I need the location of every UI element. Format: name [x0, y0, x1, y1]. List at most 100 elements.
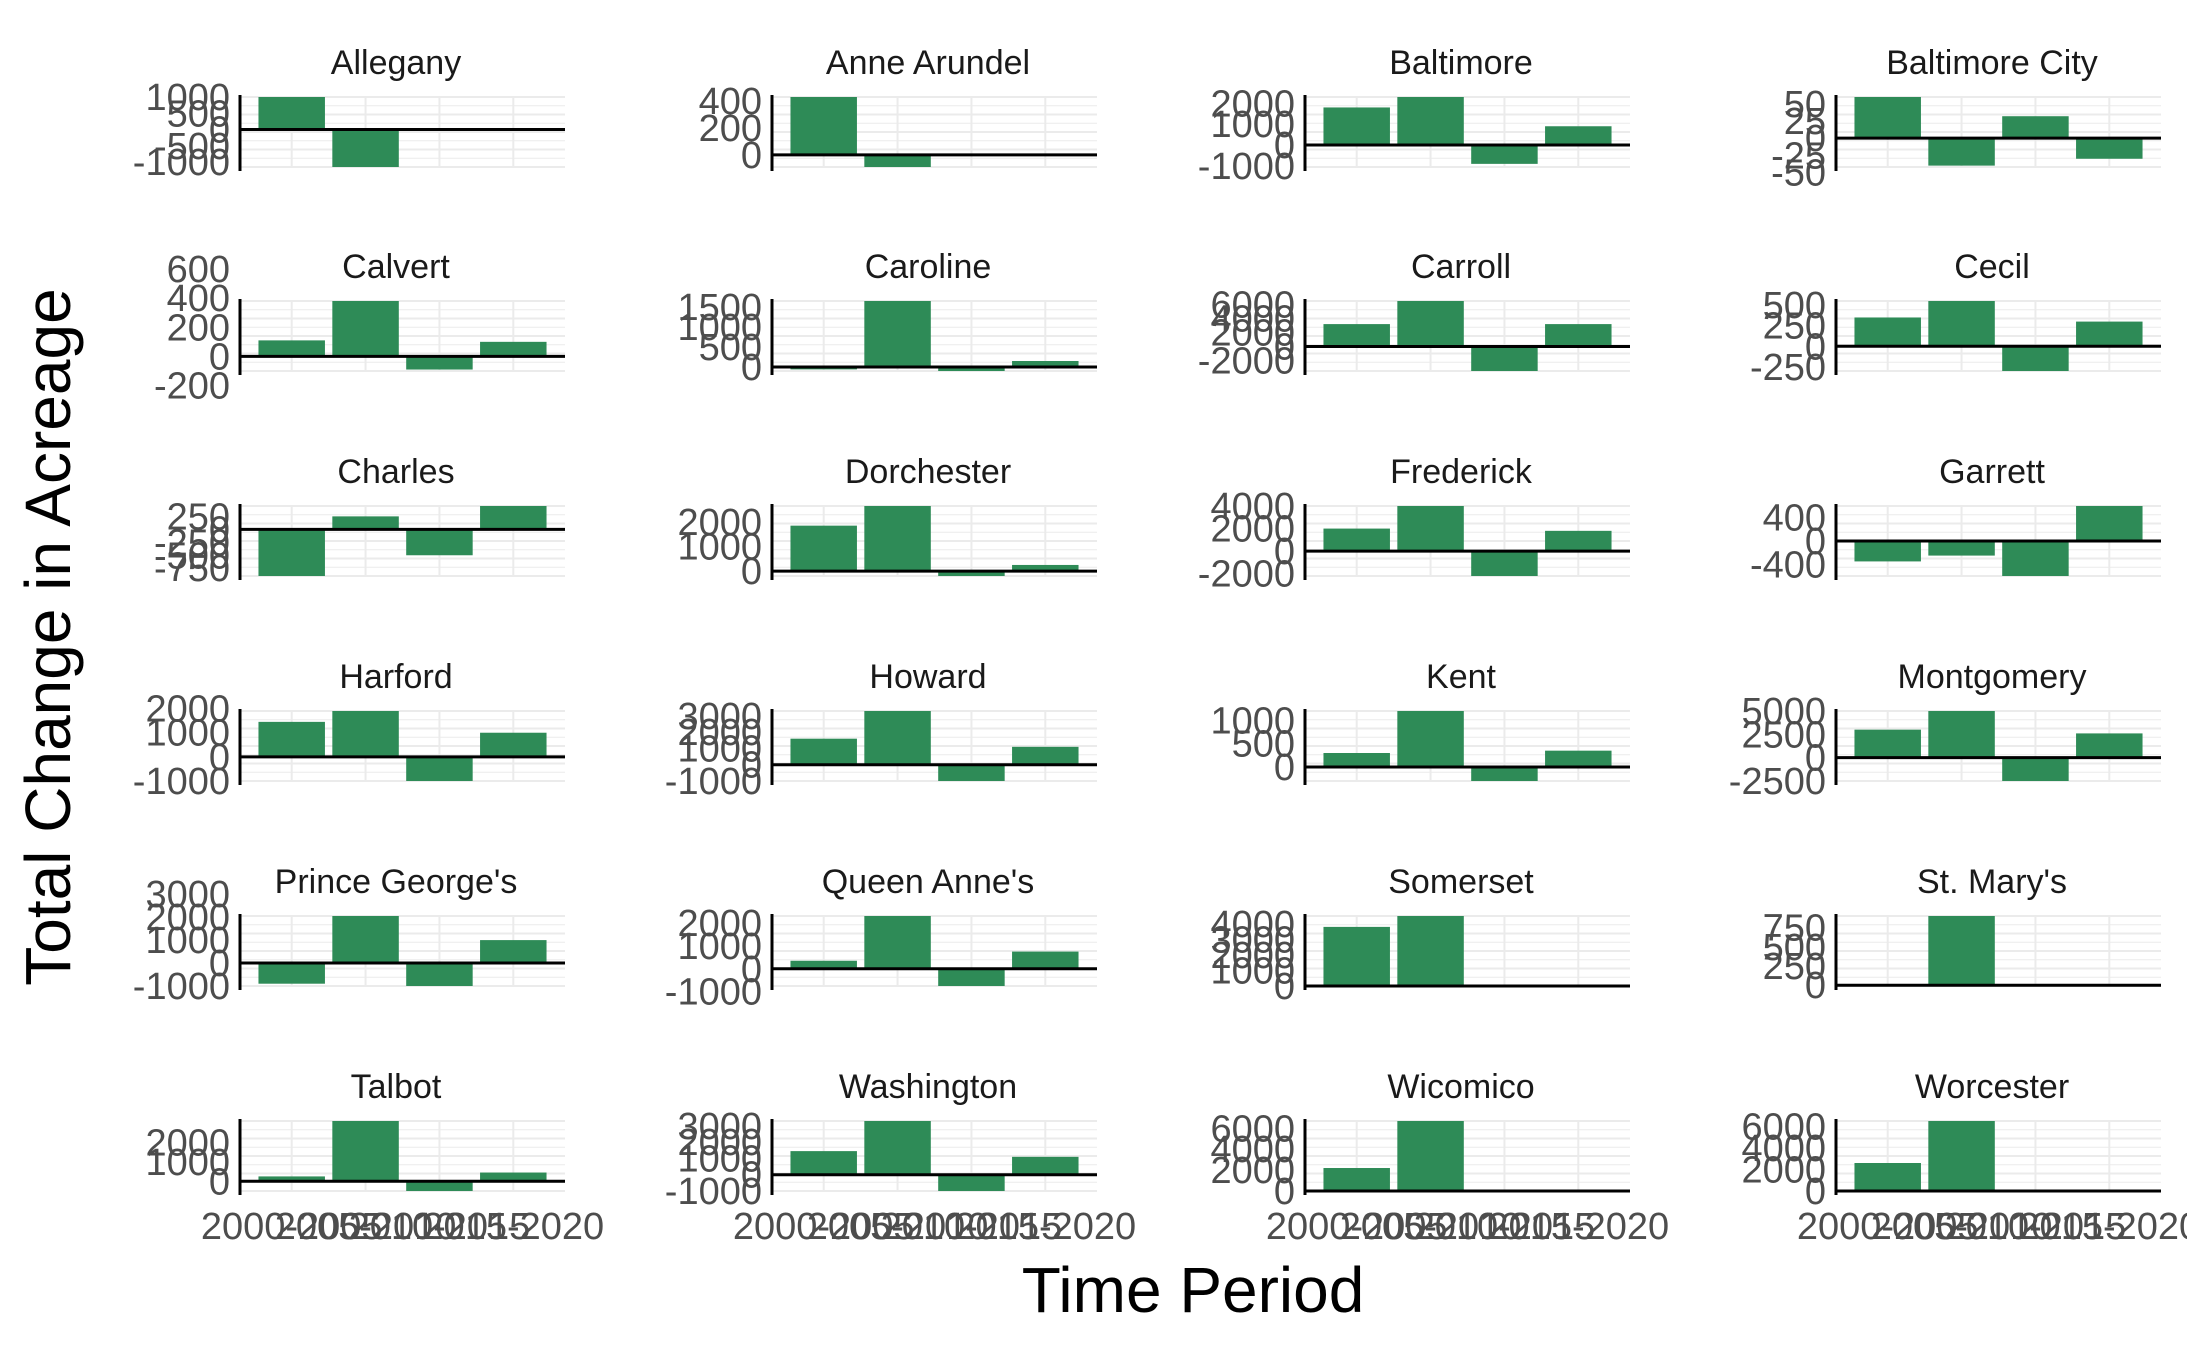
y-tick-label: 0 — [1805, 738, 1826, 780]
bar — [332, 916, 399, 964]
y-tick-label: 1000 — [677, 307, 762, 349]
bar — [1012, 564, 1079, 572]
bar — [406, 963, 473, 986]
bar — [938, 367, 1005, 371]
y-tick-label: 0 — [1274, 531, 1295, 573]
bar — [2002, 346, 2069, 371]
y-tick-label: 4000 — [1210, 1129, 1295, 1171]
facet-title: Carroll — [1411, 248, 1511, 286]
y-tick-label: -500 — [154, 126, 230, 168]
bar — [864, 301, 931, 367]
facet-title: Calvert — [342, 248, 450, 286]
y-tick-label: 6000 — [1741, 1106, 1826, 1148]
y-tick-label: 25 — [1784, 101, 1826, 143]
facet-title: Queen Anne's — [822, 863, 1035, 901]
y-tick-label: 2000 — [1210, 1150, 1295, 1192]
bar — [406, 356, 473, 370]
y-tick-label: 2000 — [145, 689, 230, 731]
y-tick-label: 0 — [1805, 1171, 1826, 1213]
bar — [1012, 951, 1079, 969]
bar — [258, 721, 325, 757]
facet-title: Montgomery — [1898, 658, 2087, 696]
bar — [1323, 1168, 1390, 1191]
y-tick-label: 2000 — [1210, 313, 1295, 355]
facet-title: Washington — [839, 1068, 1017, 1106]
bar — [1323, 107, 1390, 146]
y-tick-label: 1000 — [677, 527, 762, 569]
y-axis-title: Total Change in Acreage — [12, 288, 84, 985]
y-tick-label: 1000 — [1210, 104, 1295, 146]
y-tick-label: 2000 — [1210, 935, 1295, 977]
bar — [1012, 746, 1079, 765]
bar — [1928, 541, 1995, 556]
y-tick-label: 250 — [1763, 306, 1826, 348]
bar — [1471, 145, 1538, 164]
x-tick-label: 2005-2010 — [1871, 1206, 2053, 1248]
y-tick-label: 3000 — [677, 696, 762, 738]
x-tick-label: 2000-2005 — [1797, 1206, 1979, 1248]
bar — [258, 1176, 325, 1182]
y-tick-label: 3000 — [1210, 919, 1295, 961]
bar — [1397, 301, 1464, 347]
y-tick-label: 500 — [1232, 724, 1295, 766]
bar — [332, 516, 399, 530]
bar — [790, 97, 857, 155]
bar — [1397, 916, 1464, 986]
y-tick-label: 2000 — [1210, 509, 1295, 551]
y-tick-label: 0 — [741, 135, 762, 177]
facet-title: Howard — [869, 658, 986, 696]
bar — [1854, 541, 1921, 562]
y-tick-label: 1000 — [1210, 700, 1295, 742]
y-tick-label: -2000 — [1198, 341, 1295, 383]
bar — [938, 571, 1005, 576]
x-tick-label: 2005-2010 — [1340, 1206, 1522, 1248]
y-tick-label: -2000 — [1198, 554, 1295, 596]
bar — [790, 1151, 857, 1175]
bar — [258, 963, 325, 984]
bar — [480, 506, 547, 530]
y-tick-label: -500 — [154, 535, 230, 577]
y-tick-label: 2500 — [1741, 714, 1826, 756]
y-tick-label: 0 — [1805, 521, 1826, 563]
bar — [1397, 506, 1464, 552]
facet-panel: Worcester 60004000200002000-20052005-2010… — [1741, 1068, 2187, 1248]
x-tick-label: 2010-2015 — [1945, 1206, 2127, 1248]
facet-title: Caroline — [865, 248, 992, 286]
x-tick-label: 2005-2010 — [807, 1206, 989, 1248]
bar — [258, 529, 325, 576]
facet-title: Baltimore City — [1886, 44, 2098, 82]
bar — [1471, 551, 1538, 576]
bar — [2076, 138, 2143, 159]
y-tick-label: 0 — [1805, 326, 1826, 368]
bar — [406, 1181, 473, 1191]
y-tick-label: 0 — [209, 737, 230, 779]
y-tick-label: 0 — [209, 336, 230, 378]
y-tick-label: -1000 — [665, 1171, 762, 1213]
bar — [2076, 733, 2143, 758]
bar — [864, 1121, 931, 1175]
bar — [938, 968, 1005, 986]
facet-title: Kent — [1426, 658, 1496, 696]
y-tick-label: 500 — [1763, 285, 1826, 327]
bar — [1928, 138, 1995, 166]
y-tick-label: 200 — [699, 108, 762, 150]
y-tick-label: -250 — [1750, 347, 1826, 389]
facet-panel: Wicomico 60004000200002000-20052005-20102… — [1210, 1068, 1669, 1248]
facet-title: Somerset — [1388, 863, 1534, 901]
facet-title: Allegany — [331, 44, 461, 82]
bar — [1323, 926, 1390, 986]
y-tick-label: 1000 — [145, 713, 230, 755]
facet-title: Charles — [337, 453, 454, 491]
y-tick-label: 0 — [209, 110, 230, 152]
bar — [1397, 711, 1464, 767]
y-tick-label: -1000 — [133, 966, 230, 1008]
bar — [1012, 361, 1079, 367]
bar — [1854, 317, 1921, 347]
y-tick-label: 50 — [1784, 84, 1826, 126]
